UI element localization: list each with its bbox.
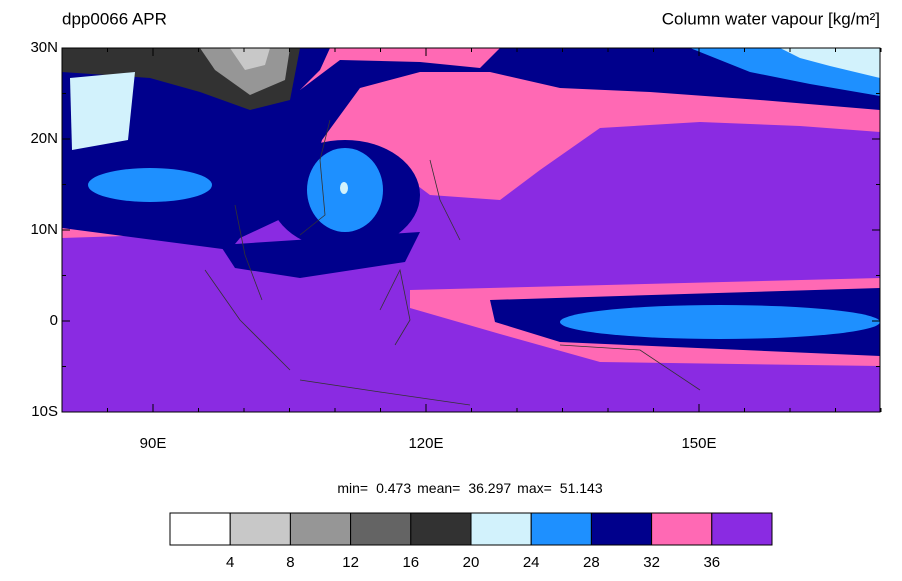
colorbar-box <box>590 512 653 546</box>
colorbar-box <box>289 512 352 546</box>
colorbar-label: 16 <box>402 554 419 571</box>
lat-label: 0 <box>50 312 58 329</box>
stat-value: 0.473 <box>376 480 411 496</box>
map-ticks: 30N 20N 10N 0 10S 90E 120E 150E <box>30 39 882 452</box>
lat-label: 10N <box>30 221 58 238</box>
lat-label: 30N <box>30 39 58 56</box>
lat-label: 20N <box>30 130 58 147</box>
colorbar-box <box>410 512 472 546</box>
colorbar-label: 20 <box>463 554 480 571</box>
colorbar-box <box>169 512 231 546</box>
colorbar-label: 4 <box>226 554 234 571</box>
colorbar-label: 28 <box>583 554 600 571</box>
title: dpp0066 APR <box>62 9 167 28</box>
colorbar-label: 8 <box>286 554 294 571</box>
stat-label: mean= <box>417 480 460 496</box>
lon-label: 120E <box>408 435 443 452</box>
stats-text: min= 0.473 mean= 36.297 max= 51.143 <box>337 480 602 496</box>
stat-label: min= <box>337 480 368 496</box>
colorbar-box <box>470 512 532 546</box>
colorbar-box <box>711 512 773 546</box>
subtitle: Column water vapour [kg/m²] <box>662 9 880 28</box>
lon-label: 90E <box>140 435 167 452</box>
colorbar-box <box>229 512 291 546</box>
colorbar-label: 12 <box>342 554 359 571</box>
stats-line: min= 0.473 mean= 36.297 max= 51.143 <box>337 480 602 496</box>
colorbar-box <box>651 512 713 546</box>
colorbar-label: 36 <box>703 554 720 571</box>
colorbar-label: 24 <box>523 554 540 571</box>
colorbar-box <box>350 512 412 546</box>
lat-label: 10S <box>31 403 58 420</box>
colorbar: 4 8 12 16 20 24 28 32 36 <box>169 512 773 571</box>
map-field <box>62 48 880 412</box>
colorbar-box <box>530 512 592 546</box>
stat-value: 51.143 <box>560 480 603 496</box>
colorbar-label: 32 <box>643 554 660 571</box>
stat-label: max= <box>517 480 552 496</box>
stat-value: 36.297 <box>468 480 511 496</box>
lon-label: 150E <box>681 435 716 452</box>
